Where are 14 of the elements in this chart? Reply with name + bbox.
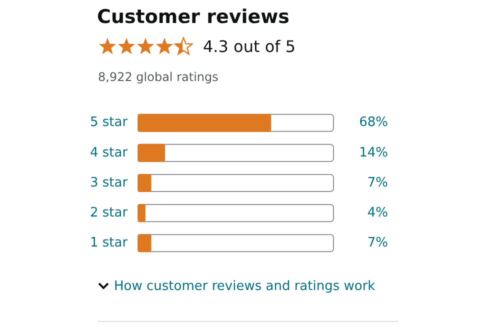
chart-title: Customer reviews <box>97 6 290 28</box>
data-label: 4% <box>367 205 388 220</box>
data-label: 68% <box>359 115 388 130</box>
y-tick-label: 5 star <box>90 115 128 130</box>
text: How customer reviews and ratings work <box>114 279 376 294</box>
data-label: 14% <box>359 145 388 160</box>
y-tick-label: 3 star <box>90 175 128 190</box>
text: 8,922 global ratings <box>98 70 218 84</box>
y-tick-label: 1 star <box>90 236 128 251</box>
data-label: 7% <box>367 175 388 190</box>
y-tick-label: 4 star <box>90 145 128 160</box>
data-label: 7% <box>367 236 388 251</box>
text: 4.3 out of 5 <box>203 37 296 56</box>
y-tick-label: 2 star <box>90 205 128 220</box>
